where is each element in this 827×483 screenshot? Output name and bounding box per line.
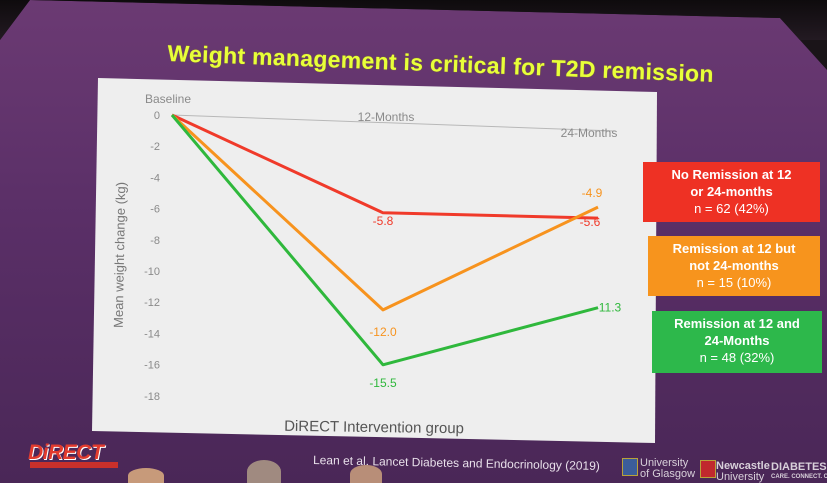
x-axis-title: DiRECT Intervention group [284, 418, 464, 438]
y-tick-label: -6 [150, 204, 160, 216]
glasgow-logo-line2: of Glasgow [640, 468, 696, 480]
series-line-0 [171, 113, 599, 220]
diabetes-logo-line1: DIABETES [771, 461, 827, 473]
legend-remission-12-only: Remission at 12 but not 24-months n = 15… [648, 236, 820, 296]
legend-remission-12-and-24-count: n = 48 (32%) [699, 350, 775, 365]
legend-no-remission-label: No Remission at 12 or 24-months [671, 167, 792, 199]
y-axis-title: Mean weight change (kg) [111, 182, 129, 328]
data-label: -11.3 [595, 301, 622, 315]
series-line-2 [170, 114, 599, 367]
x-category-label: 12-Months [358, 110, 415, 124]
data-label: -5.6 [580, 215, 601, 229]
diabetes-logo: DIABETES CARE. CONNECT. CA [771, 462, 827, 481]
newcastle-logo-line2: University [716, 471, 765, 483]
legend-no-remission-count: n = 62 (42%) [694, 201, 769, 216]
x-category-label: Baseline [145, 92, 191, 106]
y-tick-label: -18 [144, 391, 160, 403]
y-tick-label: -2 [150, 141, 160, 153]
direct-logo: DiRECT [28, 441, 104, 464]
glasgow-crest-icon [622, 458, 638, 476]
y-tick-label: -4 [150, 172, 160, 184]
x-axis-line [171, 114, 616, 132]
legend-no-remission: No Remission at 12 or 24-months n = 62 (… [643, 162, 820, 222]
legend-remission-12-and-24: Remission at 12 and 24-Months n = 48 (32… [652, 311, 822, 373]
x-category-label: 24-Months [561, 126, 618, 140]
y-tick-label: -8 [150, 235, 160, 247]
audience-head-left [128, 468, 164, 483]
data-label: -5.8 [373, 214, 394, 228]
direct-logo-banner [30, 462, 118, 468]
series-line-1 [170, 113, 599, 312]
data-label: -15.5 [369, 376, 397, 390]
y-tick-label: -12 [144, 297, 160, 309]
chart-panel [92, 78, 657, 443]
y-tick-label: -10 [144, 266, 160, 278]
diabetes-logo-line2: CARE. CONNECT. CA [771, 474, 827, 480]
y-tick-label: 0 [154, 110, 160, 122]
y-tick-label: -14 [144, 328, 160, 340]
y-tick-label: -16 [144, 360, 160, 372]
glasgow-logo-line1: University [640, 457, 689, 469]
audience-head-right [350, 465, 382, 483]
newcastle-logo-line1: Newcastle [716, 460, 770, 472]
data-label: -4.9 [582, 186, 603, 200]
glasgow-logo: University of Glasgow [640, 458, 695, 480]
legend-remission-12-and-24-label: Remission at 12 and 24-Months [674, 316, 800, 348]
newcastle-logo: Newcastle University [716, 461, 770, 483]
legend-remission-12-only-label: Remission at 12 but not 24-months [672, 241, 796, 273]
audience-head-middle [247, 460, 281, 483]
newcastle-crest-icon [700, 460, 716, 478]
data-label: -12.0 [369, 325, 397, 339]
legend-remission-12-only-count: n = 15 (10%) [696, 275, 772, 290]
